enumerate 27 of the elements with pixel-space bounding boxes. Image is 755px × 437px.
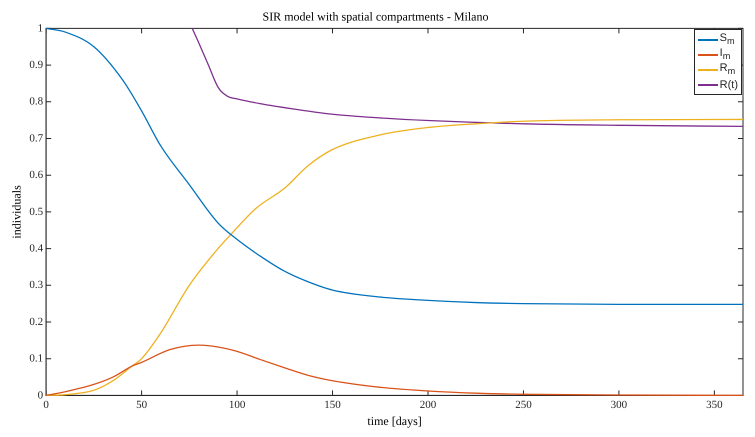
x-axis-title: time [days] <box>367 414 422 428</box>
y-tick-label: 0 <box>38 389 44 402</box>
x-tick-label: 250 <box>515 398 532 411</box>
legend-label: R(t) <box>720 78 738 92</box>
y-tick-label: 0.3 <box>29 279 44 292</box>
legend-label: R$_{m}$ <box>720 61 736 78</box>
y-tick-label: 0.8 <box>29 96 44 108</box>
x-tick-label: 50 <box>136 398 148 411</box>
y-tick-label: 0.2 <box>29 316 44 328</box>
x-tick-label: 350 <box>706 398 724 411</box>
y-tick-label: 0.7 <box>29 132 44 144</box>
y-tick-label: 0.6 <box>29 169 44 182</box>
legend-label: I$_{m}$ <box>720 46 730 63</box>
y-tick-label: 0.9 <box>29 58 44 71</box>
legend-label: S$_{m}$ <box>720 31 735 48</box>
x-tick-label: 200 <box>420 398 437 411</box>
x-tick-label: 300 <box>610 398 628 411</box>
y-axis-title: individuals <box>9 184 24 239</box>
chart-title: SIR model with spatial compartments - Milano <box>262 9 488 24</box>
line-series <box>46 28 744 306</box>
y-tick-label: 0.1 <box>29 352 44 365</box>
line-series <box>192 28 744 128</box>
y-tick-label: 0.4 <box>29 242 44 254</box>
y-tick-label: 1 <box>38 22 44 34</box>
y-tick-label: 0.5 <box>29 206 44 218</box>
x-tick-label: 150 <box>324 398 342 411</box>
x-tick-label: 100 <box>228 398 246 411</box>
